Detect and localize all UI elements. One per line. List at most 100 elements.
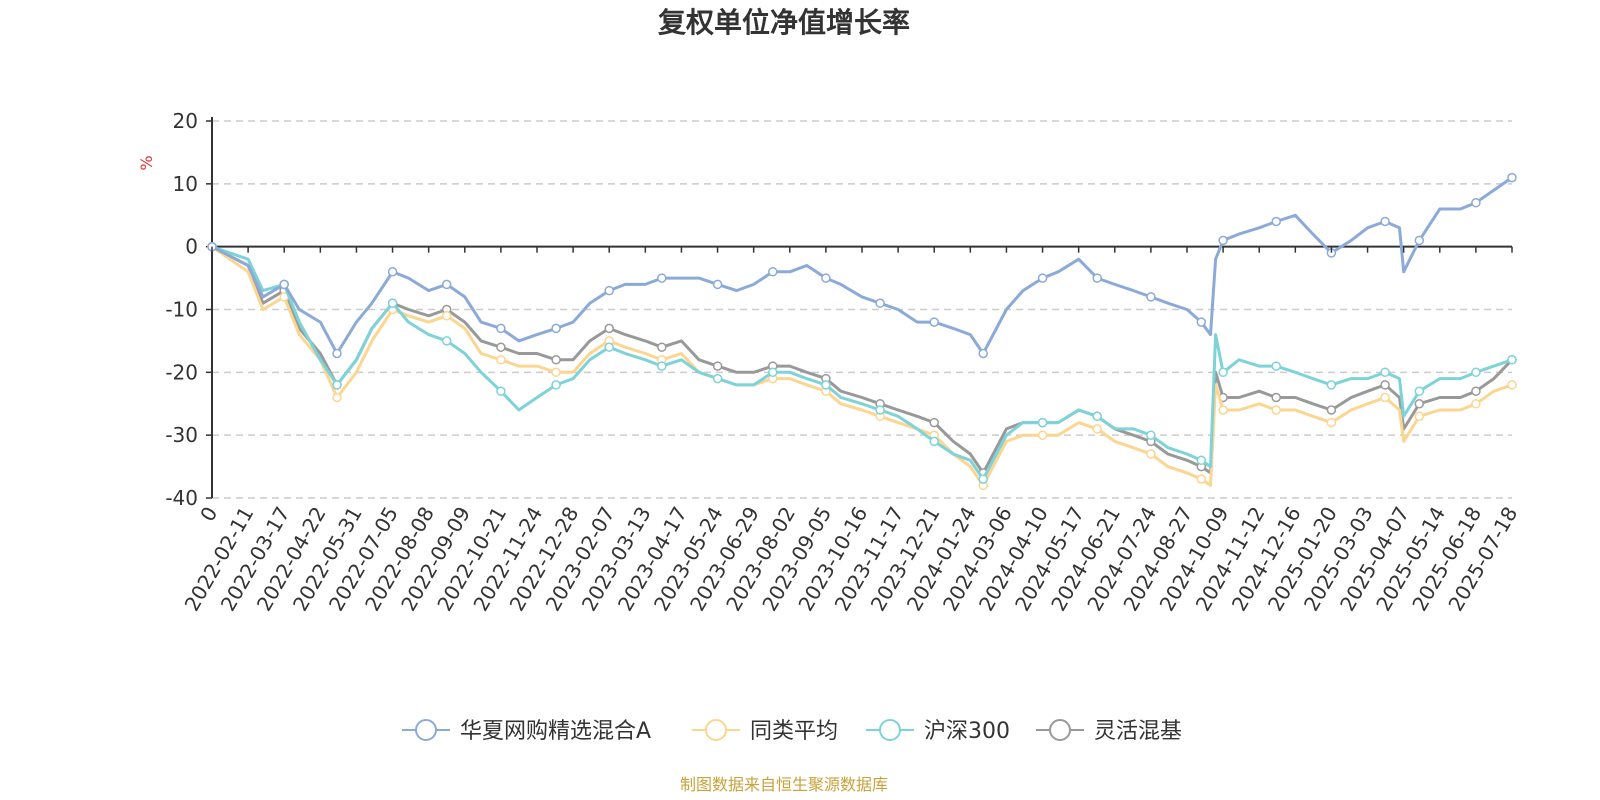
y-tick-label: -10 xyxy=(165,298,198,322)
series-point xyxy=(929,417,939,428)
series-point xyxy=(496,323,506,334)
series-point xyxy=(768,267,778,277)
series-point xyxy=(1507,172,1517,183)
series-point xyxy=(712,361,723,371)
series-point xyxy=(978,474,988,484)
series-point xyxy=(604,285,614,296)
series-point xyxy=(551,323,561,334)
series-point xyxy=(387,267,398,277)
series-point xyxy=(1146,430,1156,440)
series-point xyxy=(1471,386,1481,396)
x-tick-label: 0 xyxy=(195,503,222,526)
y-tick-label: 20 xyxy=(173,109,198,133)
series-point xyxy=(1326,405,1337,415)
series-point xyxy=(441,311,452,321)
series-point xyxy=(279,279,289,290)
legend-label: 沪深300 xyxy=(924,719,1010,744)
series-point xyxy=(875,405,885,415)
series-point xyxy=(657,273,667,283)
series-point xyxy=(551,380,561,390)
series-point xyxy=(1507,355,1517,365)
series-point xyxy=(1326,417,1337,428)
series-line xyxy=(211,245,1514,475)
series-point xyxy=(1037,430,1048,440)
series-point xyxy=(929,317,939,327)
series-point xyxy=(657,342,667,352)
legend-item[interactable]: 华夏网购精选混合A xyxy=(402,719,651,744)
series-point xyxy=(1037,417,1048,428)
series-point xyxy=(712,279,723,290)
chart-title: 复权单位净值增长率 xyxy=(658,6,910,39)
series-point xyxy=(1326,380,1337,390)
series-point xyxy=(1196,317,1207,327)
series-point xyxy=(1414,235,1425,246)
legend-item[interactable]: 沪深300 xyxy=(866,719,1010,744)
series-point xyxy=(1271,405,1281,415)
series-point xyxy=(441,336,452,346)
y-tick-label: -30 xyxy=(165,423,198,447)
series-point xyxy=(496,342,506,352)
series-point xyxy=(1271,361,1281,371)
series-point xyxy=(875,298,885,308)
y-axis-ticks: 20 10 0 -10 -20 -30 -40 xyxy=(165,109,212,510)
legend-marker xyxy=(415,719,437,741)
series-point xyxy=(1092,424,1102,434)
legend[interactable]: 华夏网购精选混合A 同类平均 沪深300 灵活混基 xyxy=(402,719,1182,744)
x-axis-ticks: 02022-02-112022-03-172022-04-222022-05-3… xyxy=(180,246,1522,615)
y-tick-label: 10 xyxy=(173,172,198,196)
series-point xyxy=(496,386,506,396)
series-point xyxy=(551,367,561,378)
series-point xyxy=(551,355,561,365)
series-point xyxy=(332,392,342,403)
series-point xyxy=(1146,292,1156,302)
series-point xyxy=(1380,392,1390,403)
legend-marker xyxy=(879,719,901,741)
series-group xyxy=(207,172,1517,491)
series-point xyxy=(929,436,939,447)
legend-marker xyxy=(1049,719,1071,741)
series-point xyxy=(1037,273,1048,283)
series-line xyxy=(211,245,1513,481)
series-point xyxy=(821,380,831,390)
series-point xyxy=(1380,367,1390,378)
legend-label: 同类平均 xyxy=(750,719,838,744)
y-tick-label: -20 xyxy=(165,360,198,384)
legend-label: 华夏网购精选混合A xyxy=(460,719,651,744)
legend-item[interactable]: 同类平均 xyxy=(692,719,838,744)
series-point xyxy=(332,380,342,390)
series-point xyxy=(604,342,614,352)
series-point xyxy=(1196,455,1207,466)
series-line xyxy=(211,176,1513,355)
y-tick-label: 0 xyxy=(185,235,198,259)
series-point xyxy=(1471,399,1481,409)
grid-lines xyxy=(212,120,1512,499)
series-point xyxy=(1092,273,1102,283)
series-point xyxy=(332,348,342,359)
legend-label: 灵活混基 xyxy=(1094,719,1182,744)
series-point xyxy=(1414,386,1425,396)
series-point xyxy=(1380,380,1390,390)
series-point xyxy=(1146,449,1156,459)
series-point xyxy=(1196,474,1207,484)
series-point xyxy=(1092,411,1102,422)
series-point xyxy=(1218,235,1228,246)
series-point xyxy=(1414,411,1425,422)
series-point xyxy=(1471,367,1481,378)
series-point xyxy=(387,298,398,308)
series-point xyxy=(978,348,988,359)
legend-item[interactable]: 灵活混基 xyxy=(1036,719,1182,744)
series-point xyxy=(604,323,614,334)
series-line xyxy=(211,245,1513,487)
series-point xyxy=(441,279,452,290)
series-point xyxy=(768,367,778,378)
series-point xyxy=(657,361,667,371)
y-axis-unit: % xyxy=(137,155,156,170)
series-point xyxy=(1507,380,1517,390)
series-point xyxy=(1271,216,1281,227)
series-point xyxy=(496,355,506,365)
series-point xyxy=(712,373,723,384)
y-tick-label: -40 xyxy=(165,486,198,510)
data-source-note: 制图数据来自恒生聚源数据库 xyxy=(680,775,888,794)
series-point xyxy=(1271,392,1281,403)
